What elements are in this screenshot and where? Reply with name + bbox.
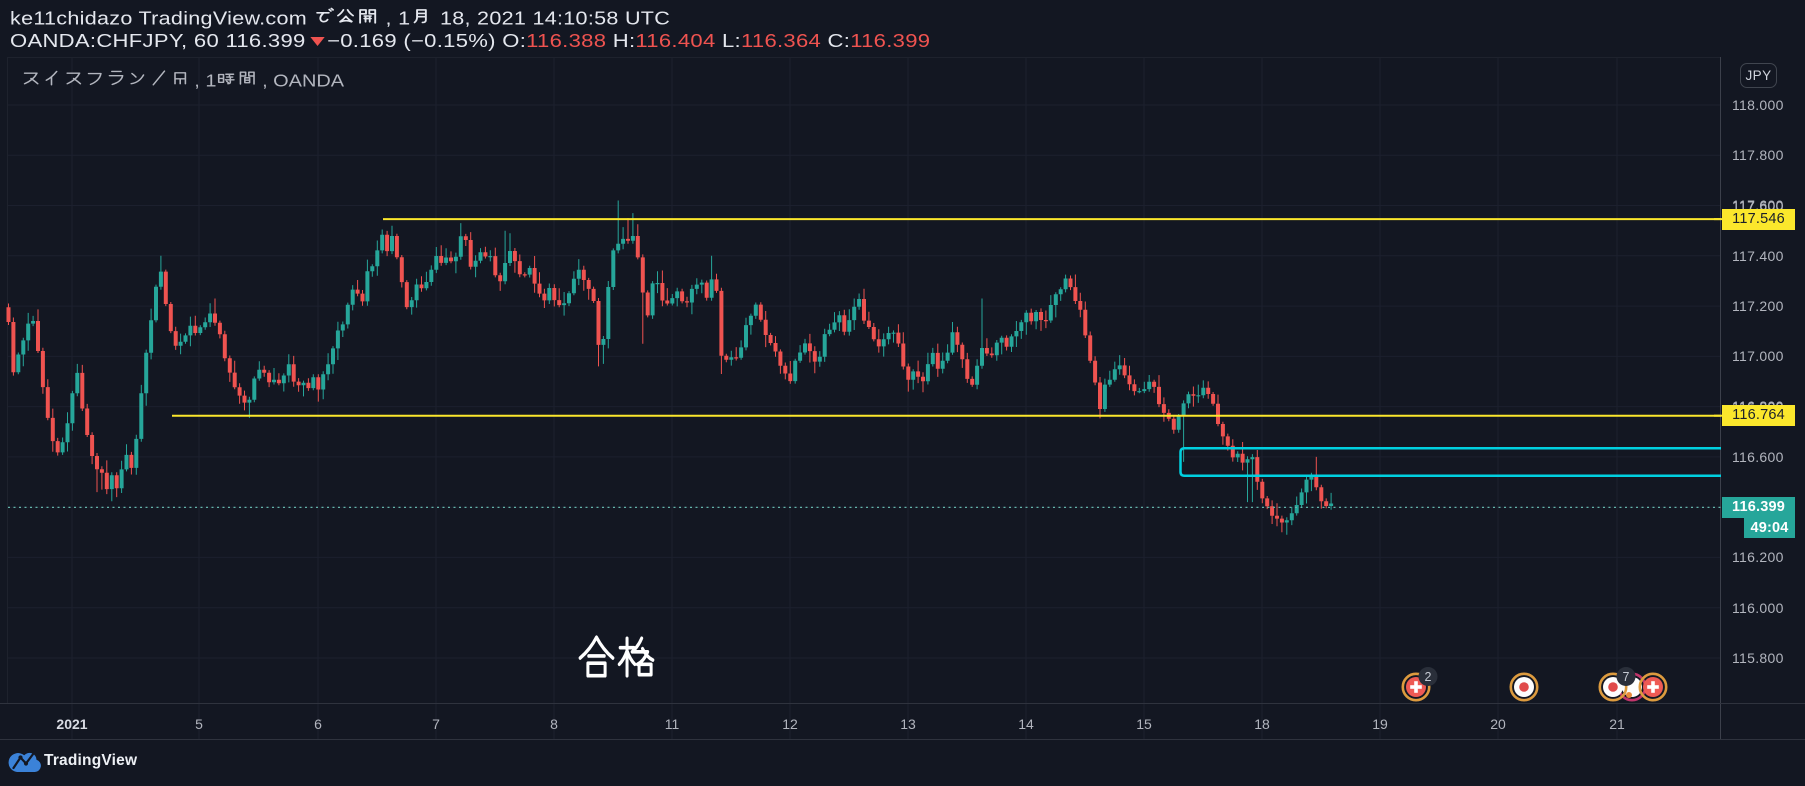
svg-text:7: 7 xyxy=(1623,670,1630,684)
svg-text:2: 2 xyxy=(1425,670,1432,684)
